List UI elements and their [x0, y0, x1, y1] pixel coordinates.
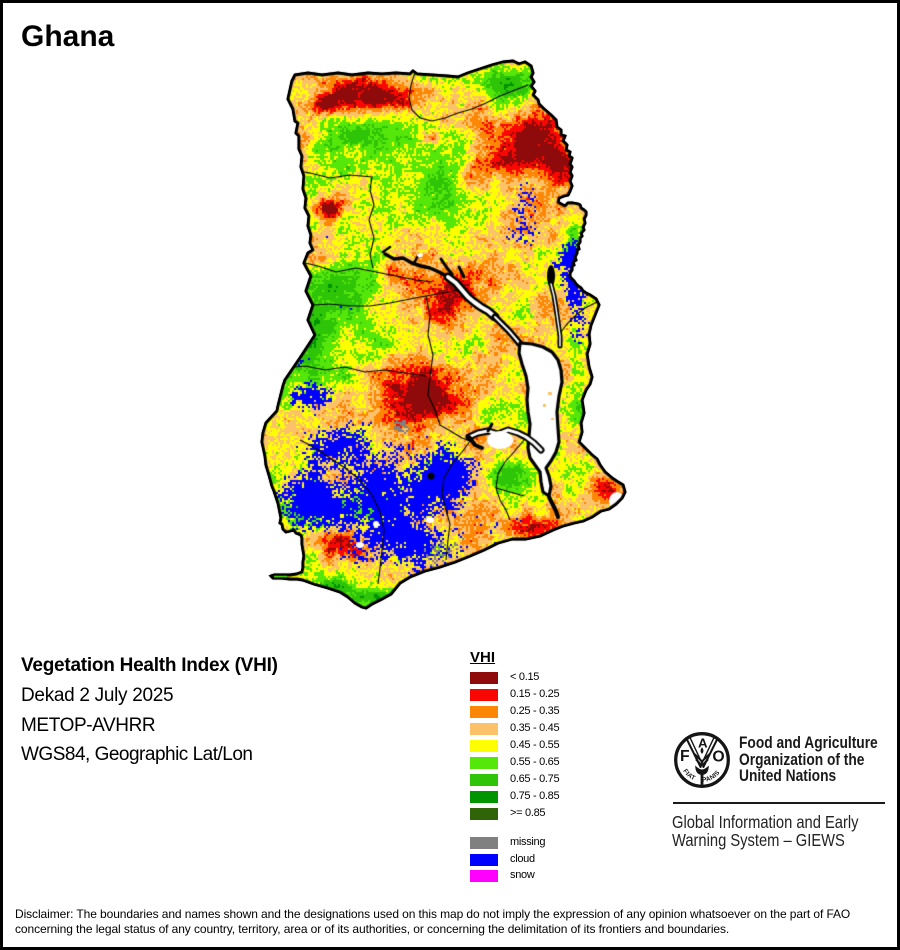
svg-text:F: F	[680, 748, 690, 765]
svg-text:O: O	[712, 749, 724, 766]
svg-text:A: A	[698, 735, 708, 750]
